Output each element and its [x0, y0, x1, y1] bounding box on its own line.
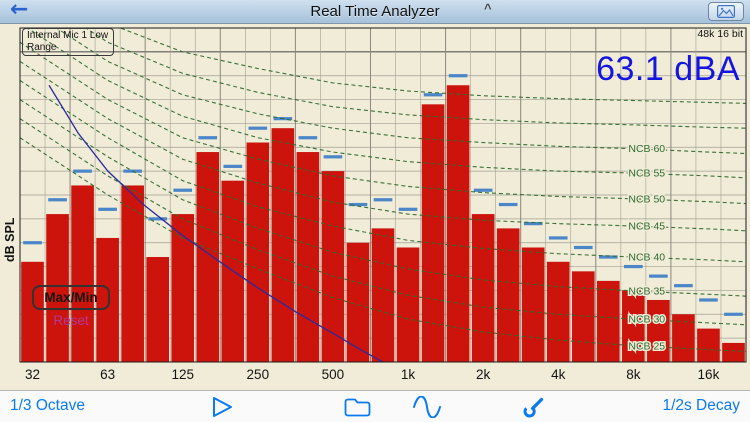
svg-text:NCB 35: NCB 35	[628, 285, 665, 297]
input-source-label: Internal Mic 1 Low Range	[22, 28, 114, 56]
svg-text:1k: 1k	[401, 367, 416, 382]
octave-mode-button[interactable]: 1/3 Octave	[10, 397, 85, 414]
svg-text:125: 125	[171, 367, 194, 382]
svg-text:4k: 4k	[551, 367, 566, 382]
decay-mode-button[interactable]: 1/2s Decay	[662, 397, 740, 414]
maxmin-button[interactable]: Max/Min	[32, 285, 110, 310]
svg-text:NCB 30: NCB 30	[628, 314, 665, 326]
wrench-icon	[523, 397, 544, 417]
signal-generator-button[interactable]	[412, 395, 442, 419]
photo-icon	[717, 5, 735, 18]
play-icon	[213, 397, 232, 417]
folder-button[interactable]	[344, 395, 371, 419]
svg-text:NCB 50: NCB 50	[628, 193, 665, 205]
svg-text:63: 63	[100, 367, 115, 382]
rta-spectrum-chart: NCB 60 NCB 55 NCB 50 NCB 45 NCB 40 NCB 35 NCB …	[19, 27, 747, 382]
spl-readout: 63.1 dBA	[596, 50, 740, 88]
svg-text:NCB 25: NCB 25	[628, 340, 665, 352]
svg-text:NCB 60: NCB 60	[628, 143, 665, 155]
back-button[interactable]: ←	[10, 0, 29, 22]
svg-text:250: 250	[247, 367, 270, 382]
snapshot-button[interactable]	[708, 2, 744, 21]
svg-text:32: 32	[25, 367, 40, 382]
svg-text:8k: 8k	[626, 367, 641, 382]
toolbar: 1/3 Octave 1/2s Decay	[0, 390, 750, 422]
svg-text:16k: 16k	[698, 367, 720, 382]
svg-text:500: 500	[322, 367, 345, 382]
svg-text:NCB 40: NCB 40	[628, 252, 665, 264]
reset-button[interactable]: Reset	[40, 313, 102, 328]
y-axis-label: dB SPL	[3, 217, 17, 262]
svg-text:2k: 2k	[476, 367, 491, 382]
navigation-bar: ← Real Time Analyzer ^	[0, 0, 750, 24]
play-button[interactable]	[210, 395, 234, 419]
folder-icon	[344, 398, 371, 416]
sine-wave-icon	[413, 396, 441, 418]
rta-chart-area: NCB 60 NCB 55 NCB 50 NCB 45 NCB 40 NCB 35 NCB …	[0, 24, 750, 390]
sample-rate-label: 48k 16 bit	[697, 28, 743, 40]
page-title: Real Time Analyzer	[310, 3, 440, 20]
svg-text:NCB 45: NCB 45	[628, 221, 665, 233]
caret-indicator: ^	[484, 1, 492, 16]
svg-text:NCB 55: NCB 55	[628, 168, 665, 180]
settings-button[interactable]	[522, 395, 545, 419]
